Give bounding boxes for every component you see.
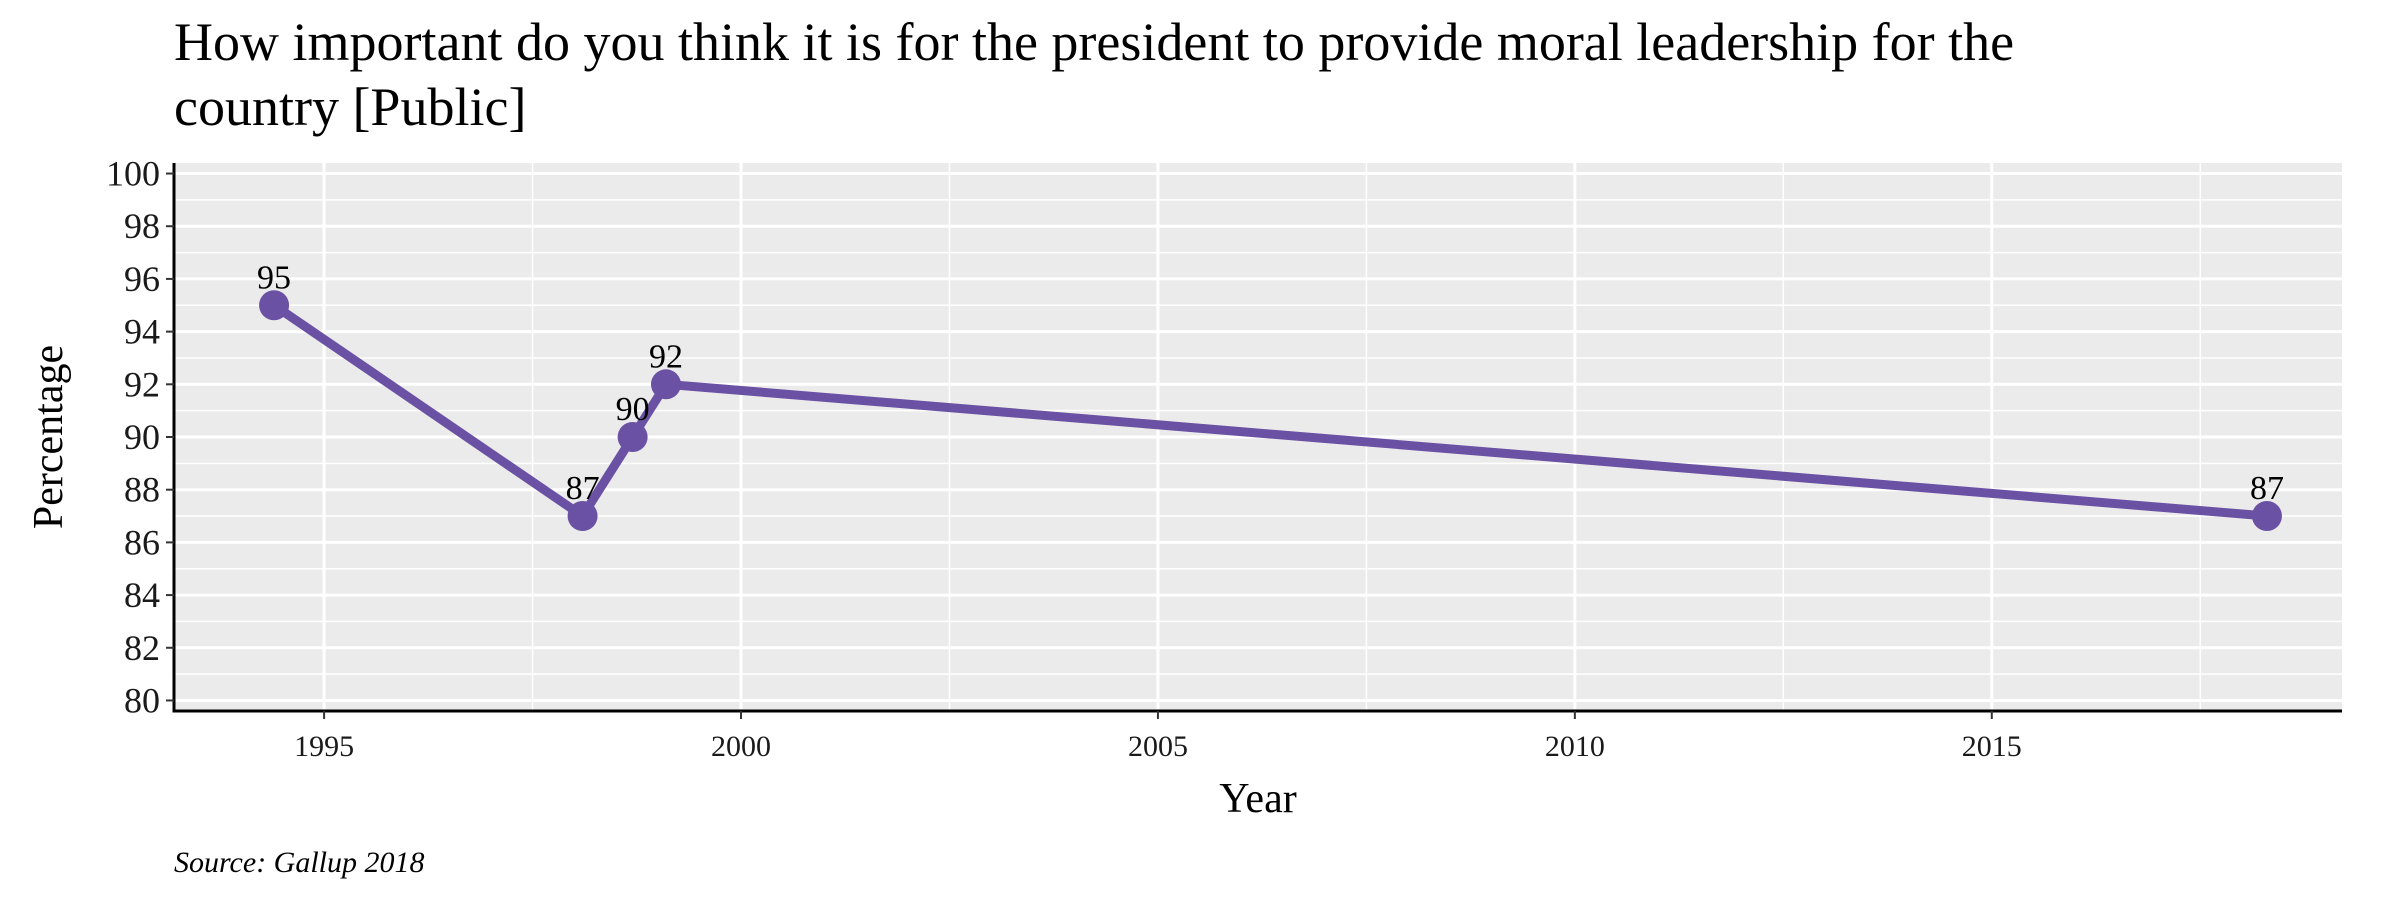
- y-tick-label-84: 84: [124, 575, 160, 615]
- data-label-2: 90: [616, 391, 650, 428]
- data-label-1: 87: [566, 470, 600, 507]
- data-label-4: 87: [2250, 470, 2284, 507]
- x-tick-label-2005: 2005: [1128, 730, 1188, 763]
- x-tick-label-2010: 2010: [1545, 730, 1605, 763]
- y-tick-label-86: 86: [124, 522, 160, 562]
- data-labels: 95 87 90 92 87: [257, 259, 2284, 507]
- y-tick-label-96: 96: [124, 259, 160, 299]
- chart-title-line-2: country [Public]: [174, 77, 526, 137]
- data-point-3: [650, 369, 681, 400]
- y-axis-label: Percentage: [26, 345, 72, 529]
- x-axis-label: Year: [1219, 776, 1296, 822]
- y-tick-label-90: 90: [124, 417, 160, 457]
- y-tick-label-92: 92: [124, 364, 160, 404]
- chart-title-line-1: How important do you think it is for the…: [174, 12, 2014, 72]
- data-point-0: [259, 290, 290, 321]
- tick-labels: 80 82 84 86 88 90 92 94 96 98 100 1995 2000 2005 2010 2…: [106, 154, 2022, 763]
- data-point-2: [617, 422, 648, 452]
- y-tick-label-80: 80: [124, 680, 160, 720]
- y-tick-label-94: 94: [124, 312, 160, 352]
- data-point-1: [567, 501, 598, 532]
- x-tick-label-2015: 2015: [1962, 730, 2022, 763]
- series: [259, 290, 2282, 532]
- y-tick-label-82: 82: [124, 628, 160, 668]
- x-tick-label-2000: 2000: [711, 730, 771, 763]
- data-label-3: 92: [649, 338, 683, 375]
- y-tick-label-98: 98: [124, 206, 160, 246]
- x-tick-label-1995: 1995: [294, 730, 354, 763]
- y-tick-label-100: 100: [106, 154, 160, 194]
- data-label-0: 95: [257, 259, 291, 296]
- source-caption: Source: Gallup 2018: [174, 846, 425, 879]
- data-point-4: [2251, 501, 2282, 532]
- y-tick-label-88: 88: [124, 470, 160, 510]
